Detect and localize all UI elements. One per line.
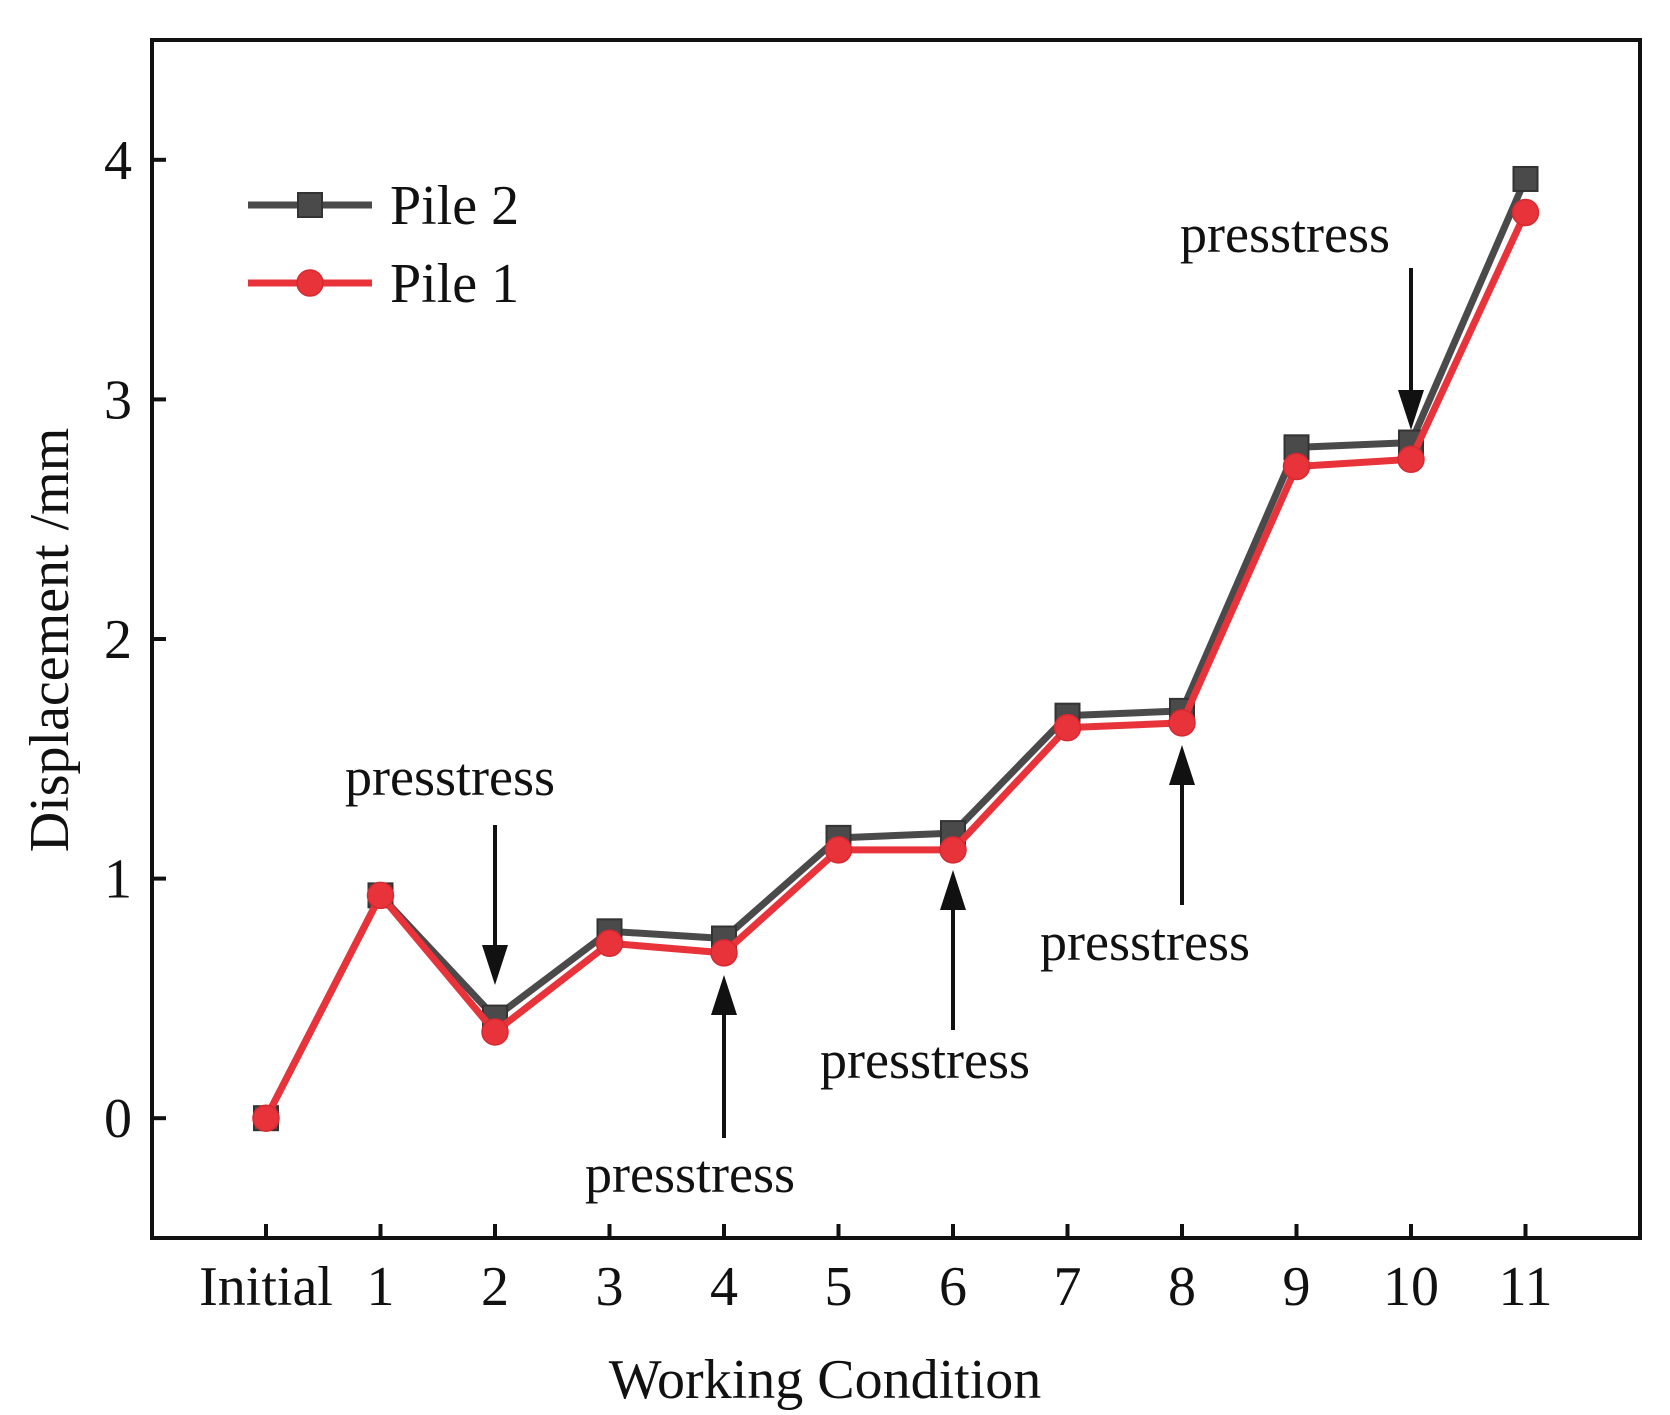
- annotation-arrow-head: [482, 945, 508, 985]
- data-point-pile-1: [1397, 445, 1425, 474]
- annotation-label: presstress: [345, 747, 555, 807]
- data-point-pile-1: [939, 836, 967, 864]
- data-point-pile-1: [481, 1018, 509, 1046]
- x-tick-label: 9: [1283, 1256, 1311, 1318]
- data-point-pile-1: [1282, 452, 1311, 481]
- y-tick-label: 0: [104, 1088, 132, 1150]
- x-tick-label: 5: [825, 1256, 853, 1318]
- x-tick-label: Initial: [199, 1256, 333, 1318]
- x-tick-label: 10: [1383, 1256, 1439, 1318]
- legend-item-pile-2: Pile 2: [248, 175, 519, 237]
- annotation-presstress: presstress: [585, 975, 795, 1204]
- data-point-pile-1: [710, 939, 738, 967]
- annotation-label: presstress: [1180, 204, 1390, 264]
- legend-label: Pile 1: [390, 253, 519, 315]
- legend-marker: [296, 269, 324, 297]
- y-tick-label: 2: [104, 609, 132, 671]
- y-tick-label: 3: [104, 369, 132, 431]
- legend-item-pile-1: Pile 1: [248, 253, 519, 315]
- data-point-pile-1: [1168, 709, 1196, 737]
- annotation-arrow-head: [711, 975, 737, 1015]
- annotation-presstress: presstress: [345, 747, 555, 985]
- legend-marker: [297, 192, 323, 218]
- data-point-pile-1: [595, 929, 624, 958]
- data-point-pile-1: [366, 881, 395, 910]
- annotation-arrow-head: [940, 870, 966, 910]
- annotation-label: presstress: [820, 1030, 1030, 1090]
- annotation-arrow-head: [1398, 390, 1424, 430]
- annotation-label: presstress: [1040, 912, 1250, 972]
- data-point-pile-1: [252, 1104, 280, 1132]
- legend-label: Pile 2: [390, 175, 519, 237]
- annotation-label: presstress: [585, 1144, 795, 1204]
- annotation-presstress: presstress: [1040, 745, 1250, 972]
- x-tick-label: 7: [1054, 1256, 1082, 1318]
- y-tick-label: 4: [104, 130, 132, 192]
- x-tick-label: 4: [710, 1256, 738, 1318]
- series-line-pile-1: [262, 211, 1529, 1120]
- x-tick-label: 8: [1168, 1256, 1196, 1318]
- x-tick-label: 3: [596, 1256, 624, 1318]
- y-tick-label: 1: [104, 849, 132, 911]
- x-tick-label: 11: [1499, 1256, 1553, 1318]
- series-pile-1: [252, 198, 1540, 1132]
- annotation-presstress: presstress: [1180, 204, 1424, 430]
- annotation-presstress: presstress: [820, 870, 1030, 1090]
- data-point-pile-1: [824, 836, 853, 864]
- series-line-pile-2: [262, 177, 1529, 1120]
- annotation-arrow-head: [1169, 745, 1195, 785]
- data-point-pile-2: [1512, 165, 1539, 192]
- x-tick-label: 6: [939, 1256, 967, 1318]
- y-axis-title: Displacement /mm: [19, 428, 81, 853]
- x-tick-label: 1: [367, 1256, 395, 1318]
- data-point-pile-1: [1511, 198, 1540, 227]
- x-tick-label: 2: [481, 1256, 509, 1318]
- x-axis-title: Working Condition: [609, 1349, 1042, 1411]
- data-point-pile-1: [1053, 713, 1082, 742]
